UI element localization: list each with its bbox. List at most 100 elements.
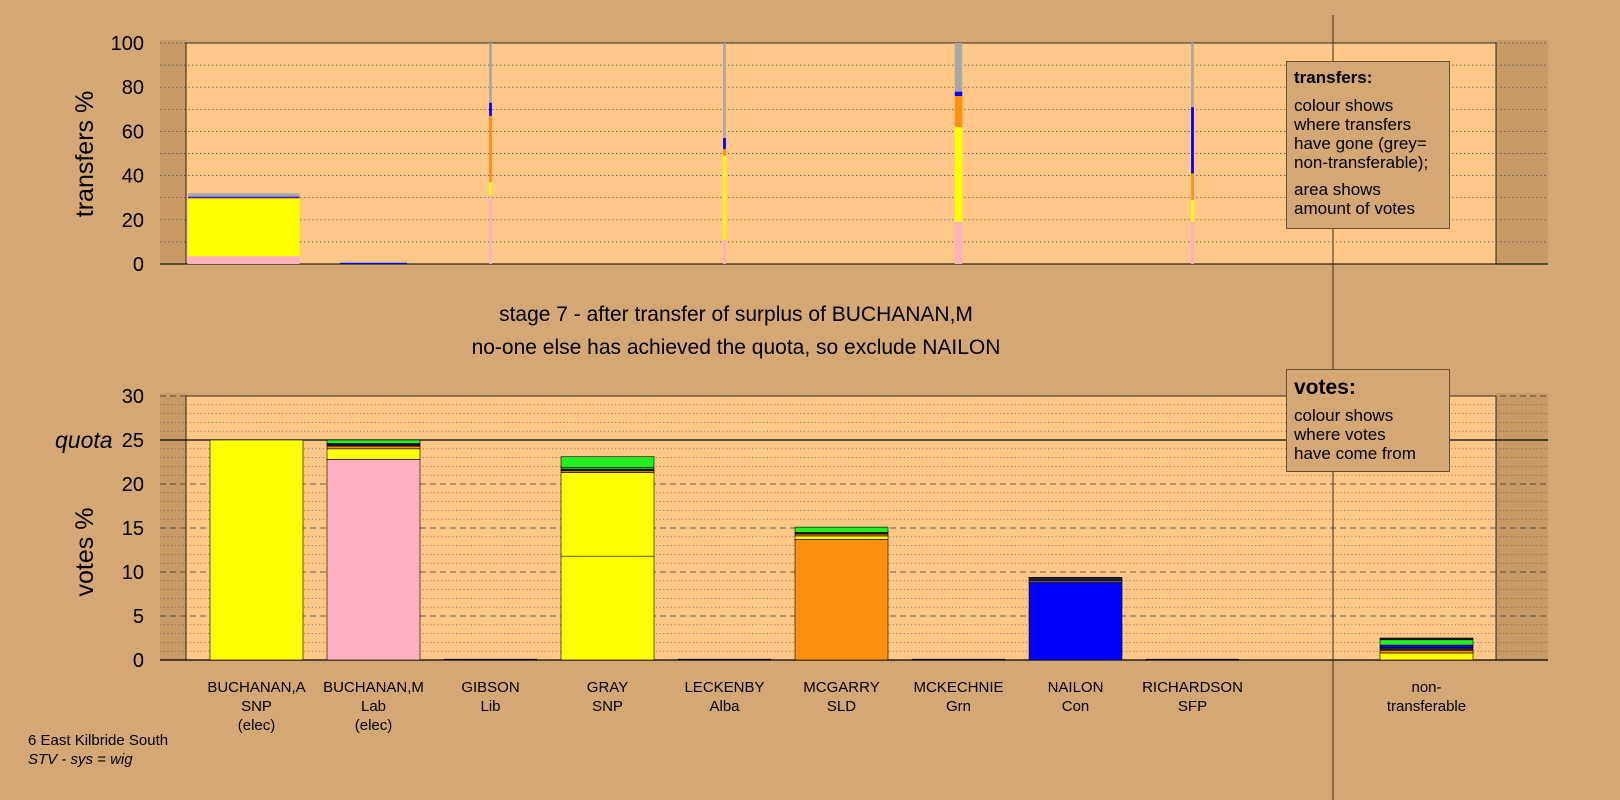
votes-tick-label: 25 [122, 430, 144, 452]
transfers-legend-line: colour shows where transfers have gone (… [1294, 96, 1429, 172]
transfer-segment [954, 222, 963, 264]
transfer-segment [489, 102, 492, 116]
transfers-tick-label: 60 [122, 121, 144, 143]
transfer-segment [954, 96, 963, 127]
category-label: Lib [480, 698, 500, 715]
transfer-segment [1191, 222, 1194, 264]
stage-caption-line2: no-one else has achieved the quota, so e… [471, 336, 1001, 359]
vote-segment [794, 526, 889, 533]
vote-segment [560, 555, 655, 661]
category-label: Con [1062, 698, 1090, 715]
transfer-segment [954, 126, 963, 223]
category-label: MCKECHNIE [913, 679, 1003, 696]
transfer-segment [1191, 199, 1194, 223]
category-label: Grn [946, 698, 971, 715]
votes-axis-title: votes % [71, 508, 99, 597]
category-label: BUCHANAN,A [207, 679, 305, 696]
vote-segment [1379, 652, 1474, 661]
transfers-legend-line: area shows amount of votes [1294, 180, 1415, 218]
category-label: SFP [1178, 698, 1207, 715]
transfer-segment [723, 43, 726, 139]
transfer-segment [489, 115, 492, 183]
vote-segment [326, 445, 421, 450]
transfer-segment [723, 149, 726, 156]
stage-caption-line1: stage 7 - after transfer of surplus of B… [499, 303, 973, 326]
transfer-segment [1191, 173, 1194, 200]
category-label: MCGARRY [803, 679, 879, 696]
vote-segment [1028, 582, 1123, 661]
vote-segment [1379, 650, 1474, 654]
votes-panel: 0 5 10 15 20 25 30 quota votes % BUCHANAN,A SNP (el… [55, 386, 1548, 734]
transfer-segment [954, 91, 963, 97]
vote-segment [1379, 637, 1474, 641]
transfer-segment [188, 256, 300, 264]
category-label: SNP [592, 698, 623, 715]
category-label: (elec) [355, 717, 393, 734]
footer: 6 East Kilbride South STV - sys = wig [28, 731, 168, 769]
category-label: NAILON [1048, 679, 1104, 696]
transfer-segment [188, 196, 300, 198]
votes-tick-label: 30 [122, 386, 144, 408]
plot-margin-right [1496, 393, 1548, 660]
votes-tick-label: 10 [122, 562, 144, 584]
category-label: RICHARDSON [1142, 679, 1243, 696]
transfer-segment [188, 193, 300, 197]
transfer-segment [489, 195, 492, 264]
transfers-tick-label: 80 [122, 77, 144, 99]
votes-legend-line: colour shows where votes have come from [1294, 406, 1416, 463]
transfer-segment [1191, 43, 1194, 108]
category-label: BUCHANAN,M [323, 679, 424, 696]
transfer-segment [954, 43, 963, 92]
votes-legend: votes: colour shows where votes have com… [1286, 369, 1450, 472]
transfers-tick-label: 100 [111, 33, 144, 55]
plot-margin-right [1496, 40, 1548, 265]
vote-segment [1379, 639, 1474, 646]
votes-tick-label: 15 [122, 518, 144, 540]
vote-segment [1379, 647, 1474, 651]
votes-tick-label: 20 [122, 474, 144, 496]
vote-segment [209, 439, 304, 661]
category-label: non- [1411, 679, 1441, 696]
vote-segment [794, 539, 889, 661]
transfer-segment [1191, 107, 1194, 174]
vote-segment [326, 439, 421, 444]
vote-segment [1379, 644, 1474, 648]
category-label: SNP [241, 698, 272, 715]
quota-label: quota [55, 427, 113, 453]
category-label: (elec) [238, 717, 276, 734]
transfer-segment [723, 138, 726, 150]
transfer-segment [723, 155, 726, 240]
vote-segment [560, 472, 655, 557]
category-label: GRAY [587, 679, 628, 696]
transfer-segment [489, 43, 492, 103]
category-label: transferable [1387, 698, 1466, 715]
transfer-segment [489, 182, 492, 196]
category-label: LECKENBY [684, 679, 764, 696]
vote-segment [326, 459, 421, 661]
votes-legend-title: votes: [1294, 376, 1356, 399]
votes-tick-label: 0 [133, 650, 144, 672]
system-name: STV - sys = wig [28, 751, 133, 768]
plot-margin-left [160, 40, 186, 265]
category-label: Lab [361, 698, 386, 715]
transfers-tick-label: 20 [122, 210, 144, 232]
transfers-tick-label: 0 [133, 254, 144, 276]
transfers-axis-title: transfers % [71, 91, 99, 217]
transfers-legend-title: transfers: [1294, 68, 1373, 87]
votes-tick-label: 5 [133, 606, 144, 628]
transfer-segment [188, 198, 300, 257]
transfer-segment [723, 239, 726, 264]
category-label: SLD [827, 698, 856, 715]
transfers-tick-label: 40 [122, 166, 144, 188]
vote-segment [560, 456, 655, 468]
transfer-segment [340, 262, 407, 264]
vote-segment [326, 448, 421, 460]
category-label: Alba [709, 698, 740, 715]
transfers-legend: transfers: colour shows where transfers … [1286, 61, 1450, 229]
transfer-segment [188, 197, 300, 199]
transfer-segment [340, 261, 407, 263]
ward-name: 6 East Kilbride South [28, 732, 169, 749]
plot-margin-left [160, 393, 186, 660]
vote-segment [794, 535, 889, 540]
vote-segment [1028, 576, 1123, 582]
